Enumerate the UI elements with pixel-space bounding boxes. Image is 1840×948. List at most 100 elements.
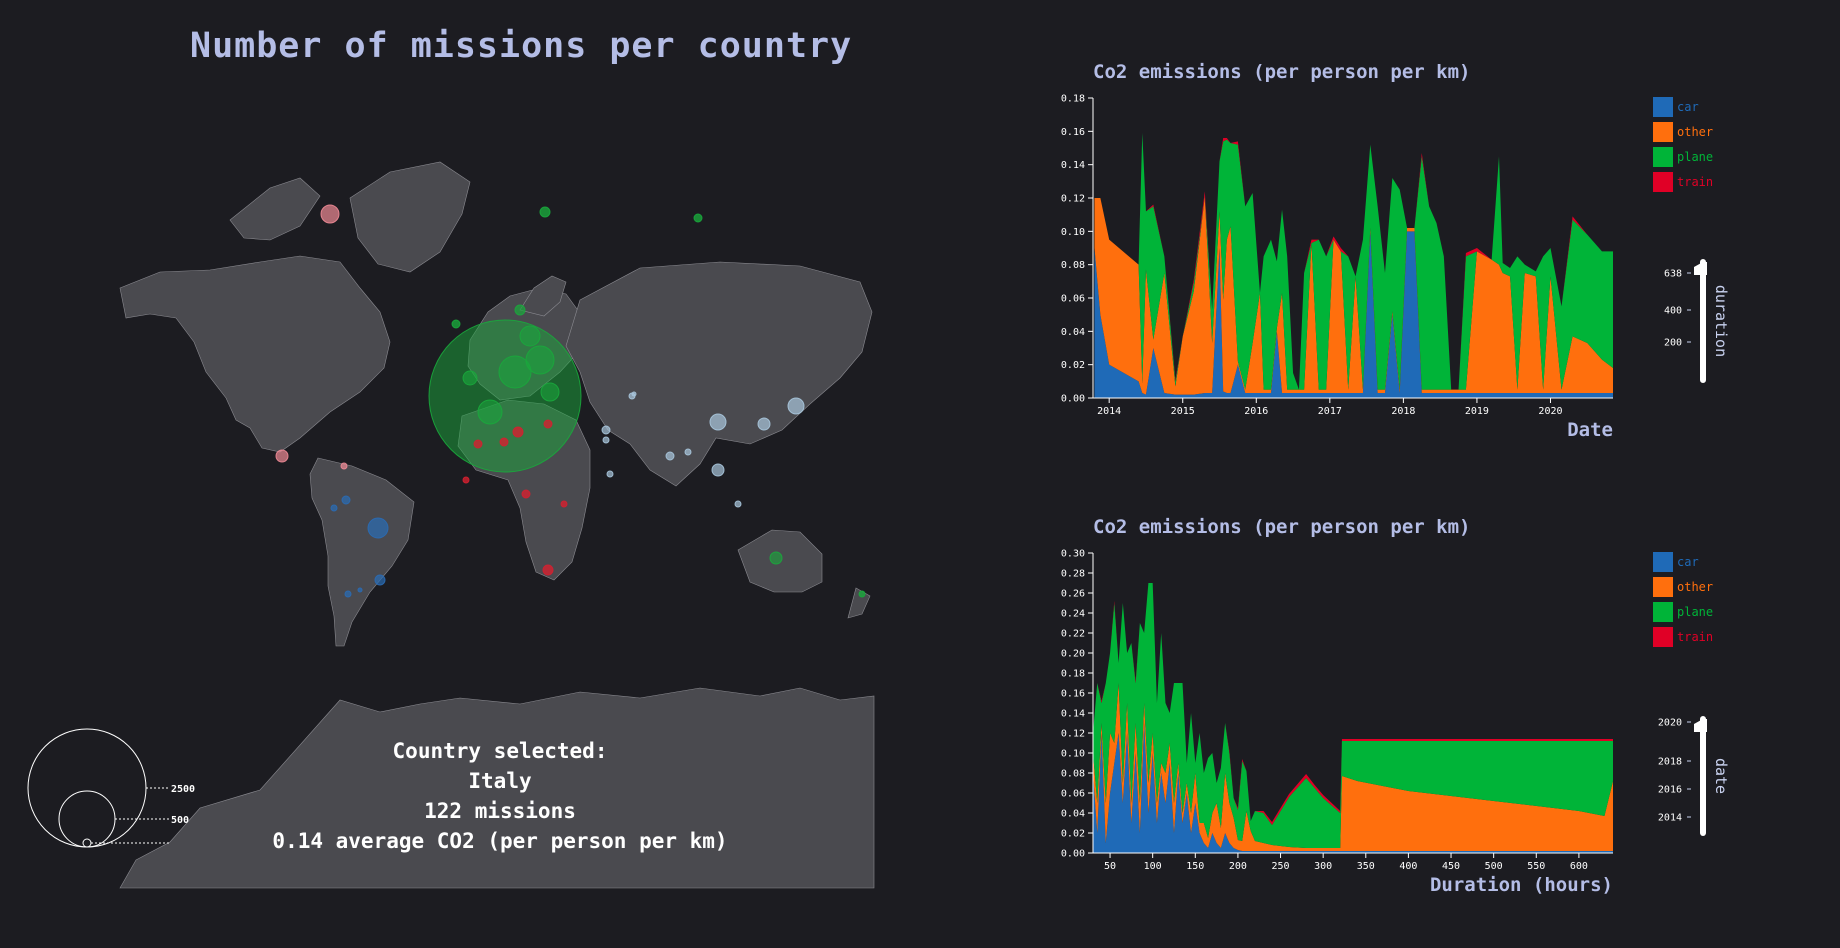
legend-label-car[interactable]: car xyxy=(1677,100,1699,114)
mission-bubble[interactable] xyxy=(787,397,805,415)
y-tick-label: 0.00 xyxy=(1061,394,1085,405)
mission-bubble[interactable] xyxy=(734,500,742,508)
mission-bubble[interactable] xyxy=(344,590,352,598)
mission-bubble[interactable] xyxy=(601,425,611,435)
mission-bubble[interactable] xyxy=(709,413,727,431)
mission-bubble[interactable] xyxy=(757,417,771,431)
mission-bubble[interactable] xyxy=(374,574,386,586)
mission-bubble[interactable] xyxy=(275,449,289,463)
y-tick-label: 0.22 xyxy=(1061,629,1085,640)
slider-handle[interactable] xyxy=(1694,262,1707,275)
continent-north-america xyxy=(119,255,391,453)
co2-by-date-chart[interactable]: Co2 emissions (per person per km) 0.00 0.0… xyxy=(0,0,1840,460)
legend-swatch-car[interactable] xyxy=(1653,552,1673,572)
y-tick-label: 0.10 xyxy=(1061,749,1085,760)
mission-bubble[interactable] xyxy=(320,204,340,224)
selection-heading: Country selected: xyxy=(392,739,608,763)
y-tick-label: 0.26 xyxy=(1061,589,1085,600)
area-other[interactable] xyxy=(1094,196,1613,395)
size-legend-label-2500: 2500 xyxy=(171,784,195,795)
area-other[interactable] xyxy=(1093,683,1613,851)
area-car[interactable] xyxy=(1093,723,1613,853)
y-tick-label: 0.24 xyxy=(1061,609,1085,620)
mission-bubble[interactable] xyxy=(340,462,348,470)
legend-label-train[interactable]: train xyxy=(1677,630,1713,644)
mission-bubble[interactable] xyxy=(451,319,461,329)
x-axis-label: Duration (hours) xyxy=(1430,874,1613,896)
area-plane[interactable] xyxy=(1094,133,1613,390)
mission-bubble[interactable] xyxy=(858,590,866,598)
mission-bubble[interactable] xyxy=(539,206,551,218)
legend-swatch-car[interactable] xyxy=(1653,97,1673,117)
legend-swatch-plane[interactable] xyxy=(1653,602,1673,622)
slider-handle[interactable] xyxy=(1694,719,1707,732)
mission-bubble[interactable] xyxy=(330,504,338,512)
y-tick-label: 0.02 xyxy=(1061,829,1085,840)
mission-bubble[interactable] xyxy=(540,382,560,402)
mission-bubble[interactable] xyxy=(693,213,703,223)
y-tick-label: 0.04 xyxy=(1061,809,1085,820)
legend-label-train[interactable]: train xyxy=(1677,175,1713,189)
mission-bubble[interactable] xyxy=(711,463,725,477)
legend-label-plane[interactable]: plane xyxy=(1677,150,1713,164)
area-plane[interactable] xyxy=(1093,583,1613,848)
y-tick-label: 0.14 xyxy=(1061,709,1085,720)
mission-bubble[interactable] xyxy=(684,448,692,456)
chart-title: Co2 emissions (per person per km) xyxy=(1093,61,1471,83)
legend-swatch-plane[interactable] xyxy=(1653,147,1673,167)
legend-label-plane[interactable]: plane xyxy=(1677,605,1713,619)
mission-bubble[interactable] xyxy=(477,399,503,425)
legend-swatch-train[interactable] xyxy=(1653,172,1673,192)
mission-bubble[interactable] xyxy=(542,564,554,576)
mission-bubble[interactable] xyxy=(543,419,553,429)
mission-bubble[interactable] xyxy=(341,495,351,505)
mission-bubble[interactable] xyxy=(367,517,389,539)
mission-bubble[interactable] xyxy=(519,325,541,347)
mission-bubble[interactable] xyxy=(560,500,568,508)
mission-bubble[interactable] xyxy=(462,370,478,386)
selected-country-missions: 122 missions xyxy=(424,799,576,823)
mission-bubble[interactable] xyxy=(462,476,470,484)
slider-tick-label: 638 xyxy=(1664,269,1682,280)
x-axis-label: Date xyxy=(1567,419,1613,441)
mission-bubble[interactable] xyxy=(357,587,363,593)
mission-bubble[interactable] xyxy=(473,439,483,449)
legend-label-car[interactable]: car xyxy=(1677,555,1699,569)
mission-bubble[interactable] xyxy=(514,304,526,316)
mission-bubble[interactable] xyxy=(499,437,509,447)
mission-bubble[interactable] xyxy=(521,489,531,499)
x-tick-label: 2017 xyxy=(1318,406,1342,417)
x-tick-label: 2014 xyxy=(1097,406,1121,417)
mission-bubble[interactable] xyxy=(498,355,532,389)
mission-bubble[interactable] xyxy=(631,391,637,397)
legend-label-other[interactable]: other xyxy=(1677,125,1713,139)
legend-label-other[interactable]: other xyxy=(1677,580,1713,594)
world-map[interactable]: 2500 500 xyxy=(0,0,900,948)
continent-antarctica xyxy=(119,687,875,889)
x-tick-label: 2016 xyxy=(1244,406,1268,417)
mission-bubble[interactable] xyxy=(512,426,524,438)
mission-bubbles[interactable] xyxy=(275,204,866,598)
mission-bubble[interactable] xyxy=(602,436,610,444)
y-tick-label: 0.16 xyxy=(1061,127,1085,138)
slider-tick-label: 2018 xyxy=(1658,757,1682,768)
mission-bubble[interactable] xyxy=(606,470,614,478)
legend-swatch-other[interactable] xyxy=(1653,122,1673,142)
selected-country-info: Country selected: Italy 122 missions 0.1… xyxy=(260,736,740,856)
y-tick-label: 0.06 xyxy=(1061,294,1085,305)
slider-tick-label: 400 xyxy=(1664,306,1682,317)
mission-bubble[interactable] xyxy=(525,345,555,375)
x-tick-label: 2020 xyxy=(1538,406,1562,417)
y-tick-label: 0.00 xyxy=(1061,849,1085,860)
chart-title: Co2 emissions (per person per km) xyxy=(1093,516,1471,538)
mission-bubble[interactable] xyxy=(665,451,675,461)
legend-swatch-other[interactable] xyxy=(1653,577,1673,597)
mission-bubble[interactable] xyxy=(769,551,783,565)
map-title: Number of missions per country xyxy=(190,26,853,66)
legend-swatch-train[interactable] xyxy=(1653,627,1673,647)
selected-country-name: Italy xyxy=(468,769,532,793)
y-tick-label: 0.12 xyxy=(1061,729,1085,740)
co2-by-duration-chart[interactable]: Co2 emissions (per person per km) 0.00 0.0… xyxy=(0,455,1840,925)
y-tick-label: 0.30 xyxy=(1061,549,1085,560)
y-tick-label: 0.10 xyxy=(1061,227,1085,238)
